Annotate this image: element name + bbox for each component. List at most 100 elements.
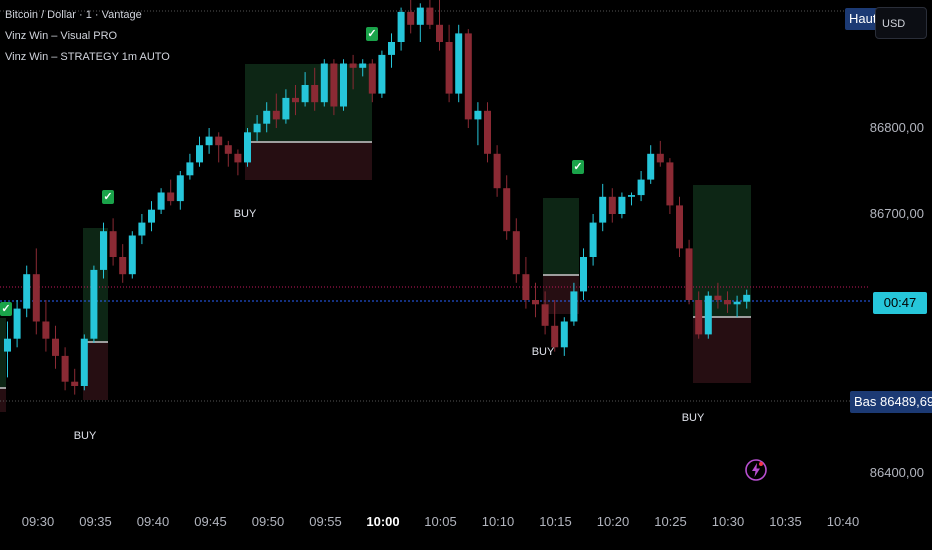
chart-legend: Bitcoin / Dollar · 1 · Vantage Vinz Win … — [5, 5, 170, 68]
candle — [330, 63, 338, 107]
candle — [224, 145, 232, 154]
candle — [388, 42, 395, 55]
candle — [215, 136, 223, 146]
time-tick: 10:05 — [424, 514, 457, 529]
candle — [13, 308, 21, 339]
candle — [196, 145, 203, 163]
target-zone — [543, 198, 579, 275]
candle — [580, 257, 587, 292]
time-tick: 10:20 — [596, 514, 630, 529]
candle — [80, 338, 88, 386]
time-tick: 10:00 — [366, 514, 400, 529]
price-tick-86400: 86400,00 — [869, 465, 924, 480]
candle — [311, 85, 319, 103]
price-tick-86800: 86800,00 — [869, 120, 924, 135]
buy-signal-label: BUY — [531, 346, 555, 358]
candle — [733, 301, 741, 305]
target-zone — [693, 185, 751, 317]
candle — [599, 196, 607, 223]
candle — [71, 381, 79, 386]
candle — [551, 325, 559, 348]
candle — [128, 235, 136, 275]
candle — [349, 63, 357, 68]
candle — [656, 153, 664, 163]
candle — [320, 63, 328, 103]
candle — [522, 274, 530, 300]
stop-zone — [245, 142, 372, 180]
stop-zone — [693, 317, 751, 383]
low-value: 86489,69 — [876, 391, 932, 413]
candle — [589, 222, 597, 257]
candle — [109, 231, 117, 257]
candle — [32, 274, 40, 322]
check-icon: ✓ — [102, 190, 114, 204]
buy-signal-label: BUY — [681, 412, 705, 424]
candle — [426, 7, 434, 25]
check-icon: ✓ — [572, 160, 584, 174]
time-tick: 09:30 — [21, 514, 55, 529]
candle — [157, 192, 165, 210]
candle — [263, 110, 271, 124]
candle — [503, 188, 511, 232]
candle — [378, 54, 386, 94]
candle — [4, 338, 11, 352]
candle — [666, 162, 674, 206]
high-label: Haut — [845, 8, 881, 30]
price-tick-86700: 86700,00 — [869, 206, 924, 221]
time-tick: 09:55 — [309, 514, 342, 529]
candle — [493, 153, 501, 189]
candle — [42, 321, 50, 339]
indicator-strategy[interactable]: Vinz Win – STRATEGY 1m AUTO — [5, 51, 170, 63]
candle — [618, 196, 626, 214]
candle — [100, 231, 107, 270]
candle — [676, 205, 683, 249]
candle — [570, 291, 578, 322]
candle — [474, 110, 482, 120]
candle — [148, 209, 155, 223]
time-tick: 09:40 — [136, 514, 170, 529]
indicator-visual-pro[interactable]: Vinz Win – Visual PRO — [5, 30, 118, 42]
candle — [484, 110, 491, 154]
symbol-title[interactable]: Bitcoin / Dollar · 1 · Vantage — [5, 9, 142, 21]
time-tick: 10:35 — [769, 514, 802, 529]
price-chart[interactable] — [0, 0, 870, 505]
candle — [52, 338, 59, 356]
currency-selector[interactable]: USD — [875, 7, 927, 39]
candle — [167, 192, 175, 202]
candle — [359, 63, 367, 68]
candle — [532, 300, 539, 305]
time-tick: 10:15 — [539, 514, 572, 529]
candle — [647, 153, 655, 180]
candle — [292, 97, 299, 103]
check-icon: ✓ — [0, 302, 12, 316]
time-tick: 10:25 — [654, 514, 687, 529]
candle — [234, 153, 242, 163]
lightning-icon[interactable] — [744, 458, 768, 482]
candle — [436, 24, 443, 42]
target-zone — [245, 64, 372, 142]
time-tick: 09:35 — [79, 514, 112, 529]
time-tick: 09:50 — [251, 514, 285, 529]
candle — [90, 269, 98, 339]
candle — [608, 196, 616, 214]
stop-zone — [0, 388, 6, 412]
candle — [695, 300, 703, 335]
candle — [416, 7, 424, 25]
candle — [628, 195, 635, 197]
candle — [23, 274, 31, 309]
candle — [637, 179, 645, 196]
candle — [724, 300, 731, 305]
candle — [301, 85, 309, 103]
check-icon: ✓ — [366, 27, 378, 41]
countdown-label: 00:47 — [873, 292, 927, 314]
candle — [119, 257, 127, 275]
candle — [714, 295, 722, 300]
low-label: Bas — [850, 391, 881, 413]
candle — [244, 132, 251, 163]
candle — [176, 175, 184, 202]
candle — [397, 11, 405, 42]
candle — [138, 222, 146, 236]
candle — [464, 33, 472, 120]
time-tick: 10:40 — [826, 514, 860, 529]
